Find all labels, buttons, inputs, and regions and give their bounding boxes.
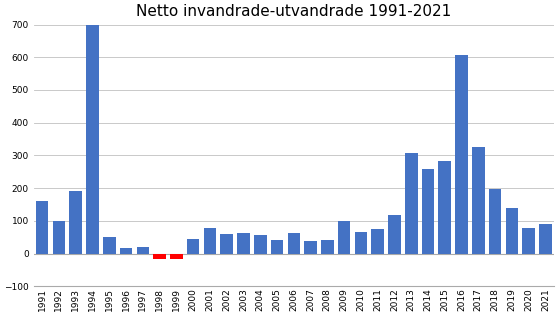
Bar [120, 248, 132, 254]
Bar [506, 208, 518, 254]
Bar [405, 153, 417, 254]
Bar [52, 220, 65, 254]
Bar [103, 237, 116, 254]
Bar [204, 227, 216, 254]
Bar [271, 240, 283, 254]
Bar [153, 254, 166, 259]
Bar [489, 189, 502, 254]
Bar [321, 240, 334, 254]
Bar [287, 233, 300, 254]
Bar [86, 25, 99, 254]
Bar [304, 241, 317, 254]
Bar [137, 247, 149, 254]
Bar [388, 215, 401, 254]
Bar [522, 227, 535, 254]
Bar [69, 192, 82, 254]
Bar [372, 229, 384, 254]
Bar [220, 234, 233, 254]
Bar [36, 201, 49, 254]
Bar [254, 235, 267, 254]
Bar [355, 232, 367, 254]
Bar [422, 169, 434, 254]
Bar [439, 161, 451, 254]
Bar [170, 254, 182, 259]
Title: Netto invandrade-utvandrade 1991-2021: Netto invandrade-utvandrade 1991-2021 [136, 4, 451, 19]
Bar [472, 147, 485, 254]
Bar [338, 220, 350, 254]
Bar [237, 233, 250, 254]
Bar [187, 239, 199, 254]
Bar [539, 224, 552, 254]
Bar [455, 54, 468, 254]
